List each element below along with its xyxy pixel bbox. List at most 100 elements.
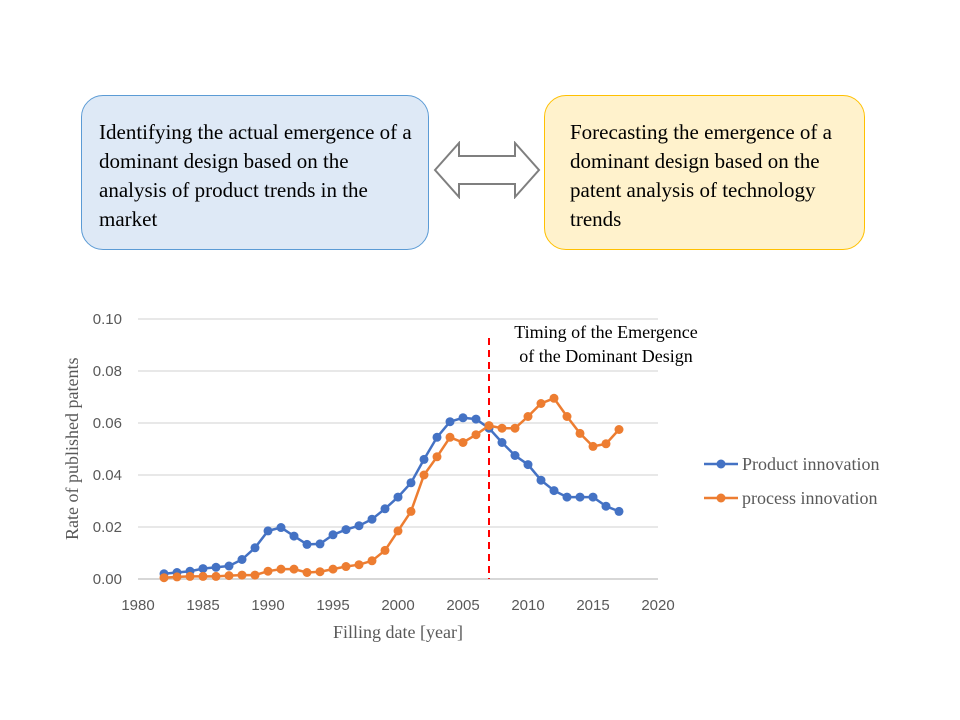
process-point	[185, 571, 195, 581]
x-tick-label: 2015	[576, 597, 609, 614]
product-point	[211, 562, 221, 572]
x-tick-label: 1985	[186, 597, 219, 614]
product-point	[510, 451, 520, 460]
forecast-emergence-text: Forecasting the emergence of a dominant …	[570, 120, 832, 231]
process-point	[393, 526, 403, 536]
product-point	[497, 438, 507, 447]
process-point	[224, 571, 234, 581]
product-point	[302, 539, 312, 549]
x-tick-label: 2000	[381, 597, 414, 614]
actual-emergence-box: Identifying the actual emergence of a do…	[81, 95, 429, 250]
process-point	[575, 428, 585, 438]
actual-emergence-text: Identifying the actual emergence of a do…	[99, 120, 412, 231]
process-point	[601, 439, 611, 449]
x-tick-label: 1990	[251, 597, 284, 614]
product-point	[432, 432, 442, 442]
process-point	[276, 564, 286, 574]
legend-marker-process	[716, 493, 726, 503]
y-tick-label: 0.08	[93, 363, 122, 380]
process-point	[562, 412, 572, 421]
product-point	[601, 501, 611, 511]
legend-product: Product innovation	[742, 454, 880, 474]
process-point	[458, 438, 468, 447]
product-point	[419, 454, 429, 464]
process-point	[289, 564, 299, 574]
annotation-line2: of the Dominant Design	[519, 346, 692, 366]
process-point	[497, 423, 507, 433]
patent-rate-chart: 1980 1985 1990 1995 2000 2005 2010 2015 2020 0.00…	[93, 311, 880, 642]
process-point	[549, 393, 559, 403]
process-point	[588, 441, 598, 451]
legend: Product innovation process innovation	[704, 454, 880, 508]
process-point	[419, 470, 429, 480]
x-tick-label: 1995	[316, 597, 349, 614]
product-point	[471, 414, 481, 424]
product-point	[250, 543, 260, 553]
y-tick-label: 0.00	[93, 571, 122, 588]
product-point	[575, 492, 585, 502]
product-point	[354, 521, 364, 531]
product-point	[341, 525, 351, 535]
process-point	[432, 452, 442, 462]
product-point	[562, 492, 572, 502]
process-point	[172, 572, 182, 582]
process-point	[367, 556, 377, 566]
product-point	[315, 539, 325, 549]
product-point	[406, 478, 416, 488]
process-point	[341, 562, 351, 572]
process-point	[614, 425, 624, 434]
process-point	[198, 571, 208, 581]
product-point	[328, 530, 338, 540]
process-point	[211, 571, 221, 581]
product-point	[614, 506, 624, 516]
forecast-emergence-box: Forecasting the emergence of a dominant …	[544, 95, 865, 250]
process-point	[159, 573, 169, 583]
product-point	[380, 504, 390, 514]
product-point	[289, 531, 299, 541]
process-point	[250, 570, 260, 580]
process-point	[471, 430, 481, 440]
x-axis-label: Filling date [year]	[333, 622, 463, 642]
product-point	[588, 492, 598, 502]
process-point	[536, 399, 546, 408]
process-point	[510, 423, 520, 433]
product-point	[198, 564, 208, 574]
x-tick-label: 2020	[641, 597, 674, 614]
x-tick-label: 2010	[511, 597, 544, 614]
product-point	[458, 413, 468, 423]
process-point	[302, 568, 312, 577]
product-point	[549, 486, 559, 496]
product-point	[523, 460, 533, 470]
process-point	[237, 570, 247, 580]
product-point	[224, 561, 234, 571]
process-point	[380, 545, 390, 555]
product-point	[445, 417, 455, 427]
legend-process: process innovation	[742, 488, 877, 508]
double-arrow-icon	[433, 141, 541, 199]
y-tick-label: 0.10	[93, 311, 122, 328]
process-point	[354, 560, 364, 570]
product-innovation-line	[163, 416, 620, 576]
product-point	[276, 523, 286, 533]
y-axis-label: Rate of published patents	[62, 357, 82, 541]
y-tick-label: 0.02	[93, 519, 122, 536]
y-tick-label: 0.06	[93, 415, 122, 432]
product-point	[393, 492, 403, 502]
legend-marker-product	[716, 459, 726, 469]
product-point	[367, 514, 377, 524]
process-point	[328, 564, 338, 574]
x-tick-label: 1980	[121, 597, 154, 614]
process-point	[263, 566, 273, 576]
process-point	[484, 421, 494, 431]
process-point	[315, 567, 325, 577]
process-point	[406, 506, 416, 516]
product-point	[237, 555, 247, 564]
process-point	[445, 432, 455, 442]
product-point	[536, 475, 546, 485]
annotation-line1: Timing of the Emergence	[514, 322, 697, 342]
x-tick-label: 2005	[446, 597, 479, 614]
process-point	[523, 412, 533, 421]
product-point	[263, 526, 273, 536]
y-tick-label: 0.04	[93, 467, 122, 484]
